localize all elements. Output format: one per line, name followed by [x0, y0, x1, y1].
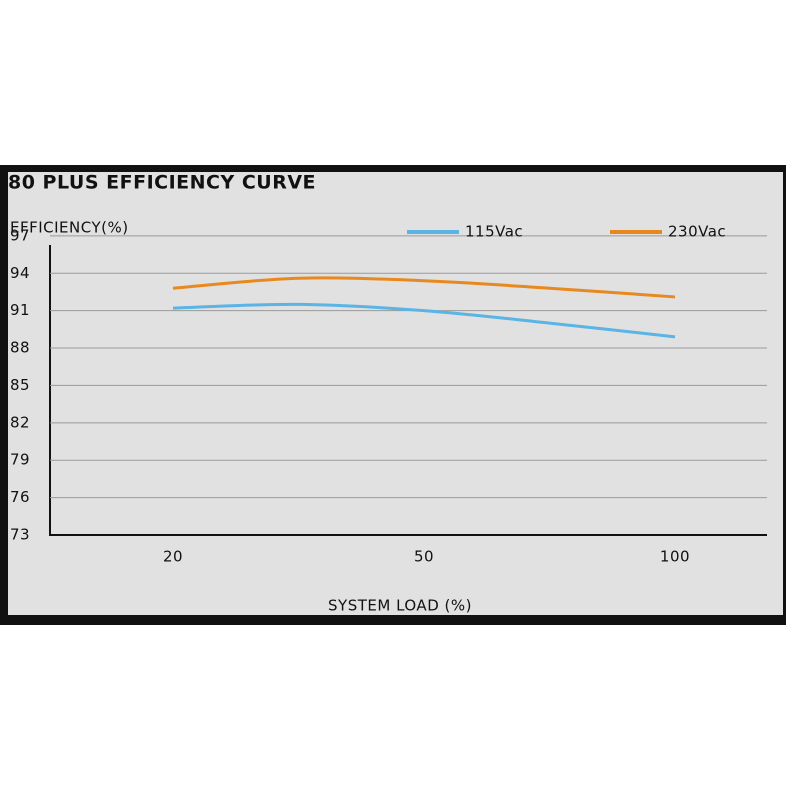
- x-tick-label: 20: [163, 548, 183, 566]
- y-tick-label: 97: [10, 226, 30, 244]
- series-line: [172, 302, 676, 339]
- y-tick-label: 91: [10, 301, 30, 319]
- legend-label: 115Vac: [465, 223, 523, 241]
- y-tick-label: 76: [10, 488, 30, 506]
- y-tick-label: 79: [10, 451, 30, 469]
- y-tick-label: 85: [10, 376, 30, 394]
- y-tick-label: 94: [10, 264, 30, 282]
- y-axis-label: EFFICIENCY(%): [10, 219, 129, 237]
- series-line: [172, 276, 676, 299]
- y-tick-label: 82: [10, 413, 30, 431]
- x-axis-label: SYSTEM LOAD (%): [328, 597, 472, 615]
- y-tick-label: 88: [10, 339, 30, 357]
- panel: [8, 172, 783, 615]
- x-tick-label: 50: [414, 548, 434, 566]
- x-tick-label: 100: [660, 548, 690, 566]
- chart-title: 80 PLUS EFFICIENCY CURVE: [8, 172, 316, 194]
- y-tick-label: 73: [10, 526, 30, 544]
- legend-label: 230Vac: [668, 223, 726, 241]
